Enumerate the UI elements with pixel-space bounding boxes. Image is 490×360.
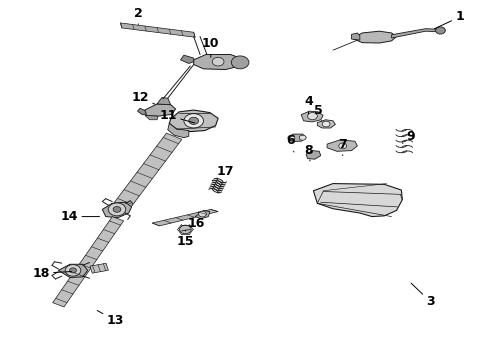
Text: 6: 6 xyxy=(286,134,295,152)
Circle shape xyxy=(189,117,198,125)
Polygon shape xyxy=(314,184,402,217)
Circle shape xyxy=(184,114,203,128)
Polygon shape xyxy=(138,108,147,115)
Text: 5: 5 xyxy=(314,104,323,121)
Polygon shape xyxy=(145,104,175,116)
Circle shape xyxy=(212,57,224,66)
Text: 16: 16 xyxy=(188,212,205,230)
Circle shape xyxy=(231,56,249,69)
Polygon shape xyxy=(114,133,182,209)
Text: 9: 9 xyxy=(402,130,416,144)
Text: 14: 14 xyxy=(60,210,99,223)
Text: 10: 10 xyxy=(202,37,220,57)
Polygon shape xyxy=(306,150,321,159)
Polygon shape xyxy=(180,55,194,63)
Polygon shape xyxy=(169,110,218,132)
Polygon shape xyxy=(157,98,171,105)
Polygon shape xyxy=(58,264,88,278)
Circle shape xyxy=(339,143,346,149)
Polygon shape xyxy=(102,202,132,218)
Text: 15: 15 xyxy=(176,230,194,248)
Polygon shape xyxy=(145,116,158,120)
Polygon shape xyxy=(53,217,123,307)
Circle shape xyxy=(436,27,445,34)
Text: 11: 11 xyxy=(159,109,195,123)
Polygon shape xyxy=(392,29,441,38)
Text: 8: 8 xyxy=(304,144,313,161)
Polygon shape xyxy=(327,140,357,151)
Circle shape xyxy=(322,121,330,127)
Text: 4: 4 xyxy=(304,95,313,114)
Polygon shape xyxy=(152,210,218,226)
Polygon shape xyxy=(351,33,360,40)
Circle shape xyxy=(65,265,81,276)
Circle shape xyxy=(308,113,318,120)
Text: 18: 18 xyxy=(32,267,72,280)
Circle shape xyxy=(299,135,306,140)
Circle shape xyxy=(179,225,191,234)
Polygon shape xyxy=(301,111,323,122)
Polygon shape xyxy=(168,123,189,138)
Polygon shape xyxy=(288,134,306,141)
Circle shape xyxy=(113,207,121,212)
Text: 2: 2 xyxy=(134,7,143,24)
Polygon shape xyxy=(90,263,108,273)
Text: 13: 13 xyxy=(97,310,124,327)
Polygon shape xyxy=(194,54,243,69)
Polygon shape xyxy=(121,23,195,37)
Text: 3: 3 xyxy=(411,283,435,309)
Text: 7: 7 xyxy=(339,138,347,156)
Polygon shape xyxy=(318,120,335,128)
Text: 17: 17 xyxy=(212,165,234,181)
Circle shape xyxy=(288,135,295,140)
Polygon shape xyxy=(195,211,210,219)
Circle shape xyxy=(70,268,76,273)
Circle shape xyxy=(198,211,206,217)
Text: 12: 12 xyxy=(131,91,155,104)
Circle shape xyxy=(108,203,126,216)
Text: 1: 1 xyxy=(434,10,465,29)
Polygon shape xyxy=(352,31,396,43)
